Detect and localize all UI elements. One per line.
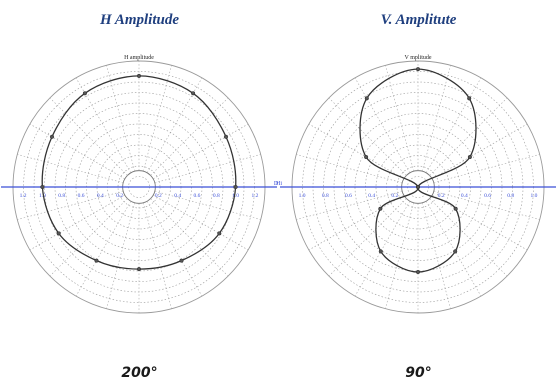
side-label-left: D: [274, 181, 279, 187]
data-point: [217, 231, 222, 236]
data-point: [136, 73, 142, 78]
grid-spoke: [49, 198, 128, 277]
grid-spoke: [421, 65, 451, 172]
data-point: [136, 267, 142, 272]
data-point: [223, 134, 229, 139]
grid-spoke: [425, 201, 482, 297]
grid-spoke: [154, 154, 261, 184]
grid-spoke: [354, 201, 411, 297]
radial-tick-label: 1.0: [299, 193, 306, 199]
grid-spoke: [385, 65, 415, 172]
data-point: [233, 184, 238, 190]
grid-spoke: [146, 201, 203, 297]
grid-spoke: [150, 198, 229, 277]
data-point: [191, 91, 196, 96]
grid-spoke: [142, 65, 172, 172]
v-angle-readout: 90°: [405, 365, 432, 381]
v-amplitude-panel: V. Amplitute 1.0 0.8 0.6 0.4 0.2 0.2 0.4 0.6 0.8…: [274, 0, 558, 385]
v-amplitude-polar-chart: 1.0 0.8 0.6 0.4 0.2 0.2 0.4 0.6 0.8 1.0 D V mplitud…: [274, 55, 556, 314]
radial-tick-label: 0.6: [345, 193, 352, 199]
radial-tick-label: 0.8: [58, 193, 65, 199]
grid-spoke: [75, 201, 132, 297]
data-point: [378, 249, 383, 254]
grid-spoke: [296, 154, 403, 184]
radial-tick-label: 0.2: [438, 193, 445, 199]
grid-spoke: [433, 190, 540, 220]
grid-spoke: [433, 154, 540, 184]
grid-spoke: [154, 190, 261, 220]
data-point: [49, 134, 55, 139]
data-point: [453, 206, 458, 211]
data-point: [467, 155, 472, 160]
data-point: [364, 155, 369, 160]
side-label-right: Hi: [276, 181, 282, 187]
data-point: [415, 269, 421, 275]
grid-spoke: [308, 194, 404, 251]
radial-tick-label: 0.8: [322, 193, 329, 199]
amplitude-curve: [41, 75, 237, 270]
data-point: [453, 249, 458, 254]
grid-spoke: [328, 97, 407, 176]
data-point: [364, 96, 369, 101]
h-amplitude-polar-chart: 1.21.00.80.60.40.20.20.40.60.81.01.2ExHi…: [0, 55, 282, 314]
radial-tick-label: 0.6: [194, 193, 201, 199]
radial-tick-label: 0.2: [116, 193, 123, 199]
grid-spoke: [354, 77, 411, 173]
data-point: [467, 96, 472, 101]
grid-spoke: [425, 77, 482, 173]
grid-spoke: [153, 194, 249, 251]
radial-tick-label: 1.0: [530, 193, 537, 199]
radial-tick-label: 1.0: [232, 193, 239, 199]
radial-tick-label: 0.6: [78, 193, 85, 199]
grid-spoke: [106, 202, 136, 309]
grid-spoke: [153, 123, 249, 180]
grid-spoke: [150, 97, 229, 176]
inner-title: H amplitude: [124, 55, 154, 61]
grid-spoke: [142, 202, 172, 309]
grid-spoke: [429, 198, 508, 277]
h-angle-readout: 200°: [121, 365, 158, 381]
radial-tick-label: 0.6: [484, 193, 491, 199]
grid-spoke: [432, 194, 528, 251]
radial-tick-label: 0.8: [213, 193, 220, 199]
radial-tick-label: 1.2: [251, 193, 258, 199]
grid-spoke: [17, 190, 124, 220]
data-point: [56, 231, 61, 236]
inner-title: V mplitude: [404, 55, 431, 61]
grid-spoke: [29, 123, 125, 180]
grid-spoke: [432, 123, 528, 180]
grid-spoke: [49, 97, 128, 176]
h-amplitude-heading: H Amplitude: [99, 12, 180, 28]
grid-spoke: [385, 202, 415, 309]
data-point: [94, 258, 99, 263]
radial-tick-label: 0.8: [507, 193, 514, 199]
radial-tick-label: 1.0: [39, 193, 46, 199]
data-point: [378, 206, 383, 211]
grid-spoke: [429, 97, 508, 176]
data-point: [40, 184, 45, 190]
data-point: [82, 91, 87, 96]
grid-spoke: [308, 123, 404, 180]
data-point: [179, 258, 184, 263]
grid-spoke: [421, 202, 451, 309]
radial-tick-label: 0.4: [368, 193, 375, 199]
radial-tick-label: 0.4: [461, 193, 468, 199]
grid-spoke: [29, 194, 125, 251]
radial-tick-label: 1.2: [20, 193, 27, 199]
data-point: [415, 184, 421, 190]
radial-tick-label: 0.4: [174, 193, 181, 199]
h-amplitude-panel: H Amplitude 1.2 1.0 0.8 0.6 0.4 0.2 0.2 0.4 0.6 0…: [0, 12, 282, 381]
radial-tick-label: 0.2: [391, 193, 398, 199]
grid-spoke: [296, 190, 403, 220]
v-amplitude-heading: V. Amplitute: [380, 12, 457, 28]
radial-tick-label: 0.2: [155, 193, 162, 199]
radial-tick-label: 0.4: [97, 193, 104, 199]
data-point: [415, 67, 421, 72]
grid-spoke: [328, 198, 407, 277]
grid-spoke: [17, 154, 124, 184]
grid-spoke: [106, 65, 136, 172]
